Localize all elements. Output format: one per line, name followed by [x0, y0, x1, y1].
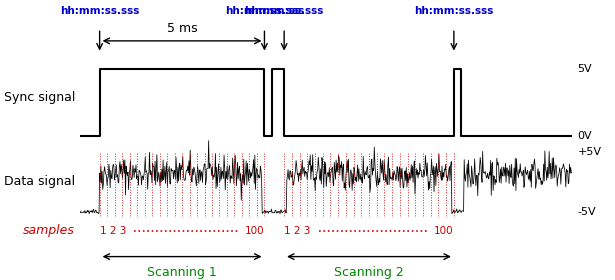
- Text: Scanning 1: Scanning 1: [147, 266, 217, 279]
- Text: +5V: +5V: [577, 147, 601, 157]
- Text: Sync signal: Sync signal: [4, 92, 75, 104]
- Text: 1 2 3: 1 2 3: [284, 226, 311, 236]
- Text: hh:mm:ss.sss: hh:mm:ss.sss: [224, 6, 304, 16]
- Text: 5 ms: 5 ms: [167, 22, 197, 35]
- Text: hh:mm:ss.sss: hh:mm:ss.sss: [60, 6, 140, 16]
- Text: hh:mm:ss.sss: hh:mm:ss.sss: [414, 6, 494, 16]
- Text: 1 2 3: 1 2 3: [100, 226, 126, 236]
- Text: Data signal: Data signal: [4, 176, 75, 188]
- Text: 0V: 0V: [577, 131, 592, 141]
- Text: samples: samples: [23, 224, 75, 237]
- Text: -5V: -5V: [577, 207, 596, 217]
- Text: 100: 100: [434, 226, 454, 236]
- Text: hh:mm:ss.sss: hh:mm:ss.sss: [244, 6, 324, 16]
- Text: 5V: 5V: [577, 64, 592, 74]
- Text: 100: 100: [245, 226, 264, 236]
- Text: Scanning 2: Scanning 2: [334, 266, 404, 279]
